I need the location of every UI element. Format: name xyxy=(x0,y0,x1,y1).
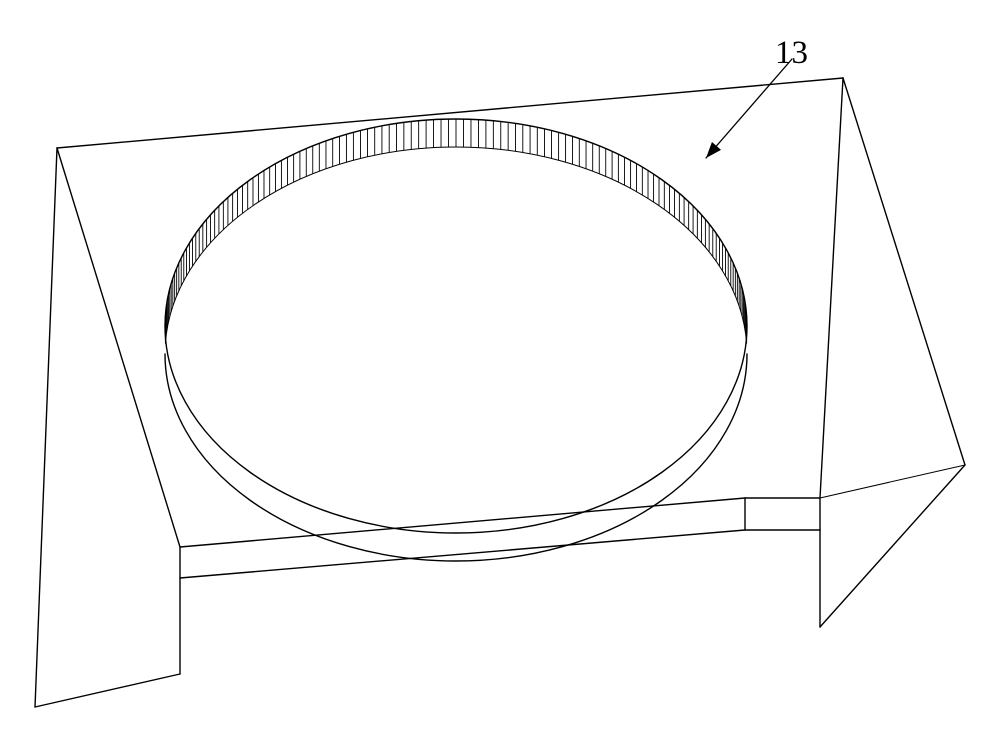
leader-arrowhead xyxy=(706,142,721,158)
leader-13 xyxy=(706,59,792,158)
part-body xyxy=(35,78,965,707)
hole-inner-wall-hatch xyxy=(165,119,746,343)
through-hole xyxy=(165,119,747,561)
callout-label-13: 13 xyxy=(775,35,808,72)
